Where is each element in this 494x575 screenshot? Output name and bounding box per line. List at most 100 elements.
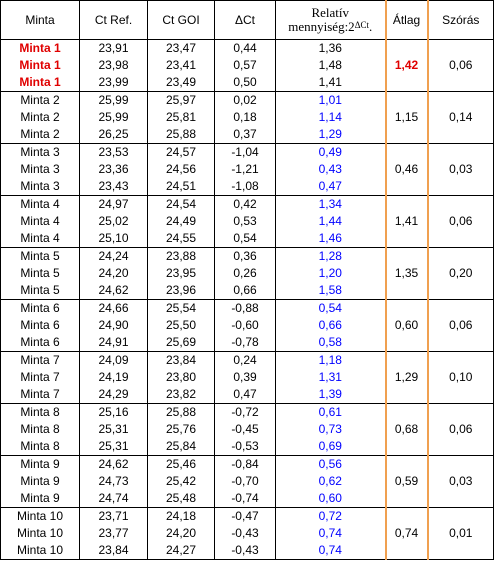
table-row: Minta 4 25,02 24,49 0,53 1,44 xyxy=(0,213,494,230)
header-relativ-dot: . xyxy=(368,19,373,34)
cell-ct-ref: 24,62 xyxy=(79,455,148,473)
cell-ct-goi: 24,49 xyxy=(147,213,215,230)
table-row: Minta 1 23,99 23,49 0,50 1,41 xyxy=(0,74,494,92)
cell-ct-ref: 23,43 xyxy=(79,178,148,196)
cell-ct-goi: 23,96 xyxy=(147,282,215,300)
cell-relative: 0,47 xyxy=(275,178,386,196)
cell-relative: 1,48 xyxy=(275,57,386,74)
cell-delta-ct: -0,47 xyxy=(214,507,276,525)
cell-ct-goi: 24,55 xyxy=(147,230,215,248)
header-row: Minta Ct Ref. Ct GOI ΔCt Relatív mennyis… xyxy=(0,0,494,40)
cell-ct-goi: 24,56 xyxy=(147,161,215,178)
cell-minta: Minta 2 xyxy=(0,109,80,126)
cell-ct-ref: 25,99 xyxy=(79,109,148,126)
cell-ct-goi: 24,54 xyxy=(147,195,215,213)
cell-minta: Minta 7 xyxy=(0,351,80,369)
cell-ct-ref: 25,16 xyxy=(79,403,148,421)
cell-delta-ct: 0,39 xyxy=(214,369,276,386)
cell-relative: 0,66 xyxy=(275,317,386,334)
cell-ct-goi: 23,88 xyxy=(147,247,215,265)
cell-relative: 0,74 xyxy=(275,542,386,560)
cell-ct-ref: 25,99 xyxy=(79,91,148,109)
table-row: Minta 3 23,43 24,51 -1,08 0,47 xyxy=(0,178,494,196)
cell-relative: 0,73 xyxy=(275,421,386,438)
cell-minta: Minta 10 xyxy=(0,542,80,560)
cell-delta-ct: -0,60 xyxy=(214,317,276,334)
cell-relative: 1,34 xyxy=(275,195,386,213)
table-row: Minta 9 24,74 25,48 -0,74 0,60 xyxy=(0,490,494,508)
cell-relative: 0,62 xyxy=(275,473,386,490)
table-row: Minta 10 23,84 24,27 -0,43 0,74 xyxy=(0,542,494,560)
cell-ct-ref: 25,31 xyxy=(79,438,148,456)
cell-ct-goi: 25,97 xyxy=(147,91,215,109)
cell-ct-ref: 23,53 xyxy=(79,143,148,161)
cell-atlag: 1,29 xyxy=(384,351,429,404)
cell-szoras: 0,06 xyxy=(427,403,494,456)
cell-delta-ct: -0,74 xyxy=(214,490,276,508)
cell-ct-ref: 23,36 xyxy=(79,161,148,178)
cell-ct-ref: 24,24 xyxy=(79,247,148,265)
cell-ct-goi: 25,50 xyxy=(147,317,215,334)
table-body: Minta 1 23,91 23,47 0,44 1,36 1,42 0,06 Minta 1… xyxy=(0,39,494,560)
cell-delta-ct: 0,02 xyxy=(214,91,276,109)
cell-ct-ref: 24,91 xyxy=(79,334,148,352)
cell-atlag: 0,60 xyxy=(384,299,429,352)
table-row: Minta 2 25,99 25,97 0,02 1,01 1,15 0,14 xyxy=(0,91,494,144)
cell-delta-ct: 0,26 xyxy=(214,265,276,282)
cell-atlag: 0,68 xyxy=(384,403,429,456)
cell-szoras: 0,03 xyxy=(427,455,494,508)
cell-minta: Minta 6 xyxy=(0,317,80,334)
cell-delta-ct: -0,43 xyxy=(214,542,276,560)
table-row: Minta 10 23,77 24,20 -0,43 0,74 xyxy=(0,525,494,542)
cell-ct-ref: 24,20 xyxy=(79,265,148,282)
cell-relative: 0,49 xyxy=(275,143,386,161)
table-row: Minta 4 25,10 24,55 0,54 1,46 xyxy=(0,230,494,248)
cell-delta-ct: 0,57 xyxy=(214,57,276,74)
cell-atlag: 1,41 xyxy=(384,195,429,248)
cell-minta: Minta 8 xyxy=(0,403,80,421)
cell-ct-ref: 24,09 xyxy=(79,351,148,369)
cell-atlag: 1,42 xyxy=(384,39,429,92)
cell-ct-ref: 24,90 xyxy=(79,317,148,334)
cell-ct-goi: 23,82 xyxy=(147,386,215,404)
cell-delta-ct: -0,43 xyxy=(214,525,276,542)
cell-ct-goi: 24,51 xyxy=(147,178,215,196)
cell-ct-ref: 25,02 xyxy=(79,213,148,230)
cell-atlag: 1,15 xyxy=(384,91,429,144)
table-row: Minta 7 24,29 23,82 0,47 1,39 xyxy=(0,386,494,404)
header-atlag: Átlag xyxy=(384,0,429,40)
cell-szoras: 0,06 xyxy=(427,299,494,352)
cell-minta: Minta 10 xyxy=(0,507,80,525)
cell-minta: Minta 9 xyxy=(0,490,80,508)
cell-szoras: 0,06 xyxy=(427,39,494,92)
table-row: Minta 10 23,71 24,18 -0,47 0,72 0,74 0,01 xyxy=(0,507,494,560)
results-table: Minta Ct Ref. Ct GOI ΔCt Relatív mennyis… xyxy=(0,0,494,560)
cell-relative: 0,56 xyxy=(275,455,386,473)
cell-minta: Minta 3 xyxy=(0,143,80,161)
cell-relative: 1,44 xyxy=(275,213,386,230)
table-row: Minta 2 26,25 25,88 0,37 1,29 xyxy=(0,126,494,144)
cell-delta-ct: 0,47 xyxy=(214,386,276,404)
cell-delta-ct: -1,08 xyxy=(214,178,276,196)
table-row: Minta 6 24,91 25,69 -0,78 0,58 xyxy=(0,334,494,352)
cell-ct-ref: 24,19 xyxy=(79,369,148,386)
cell-delta-ct: -0,72 xyxy=(214,403,276,421)
table-row: Minta 5 24,62 23,96 0,66 1,58 xyxy=(0,282,494,300)
cell-minta: Minta 4 xyxy=(0,195,80,213)
header-minta: Minta xyxy=(0,0,80,40)
cell-ct-ref: 24,62 xyxy=(79,282,148,300)
cell-relative: 1,18 xyxy=(275,351,386,369)
cell-minta: Minta 5 xyxy=(0,265,80,282)
table-row: Minta 2 25,99 25,81 0,18 1,14 xyxy=(0,109,494,126)
cell-minta: Minta 7 xyxy=(0,369,80,386)
cell-minta: Minta 1 xyxy=(0,74,80,92)
cell-minta: Minta 6 xyxy=(0,299,80,317)
cell-relative: 0,69 xyxy=(275,438,386,456)
cell-ct-ref: 24,66 xyxy=(79,299,148,317)
cell-ct-ref: 23,99 xyxy=(79,74,148,92)
table-row: Minta 3 23,53 24,57 -1,04 0,49 0,46 0,03 xyxy=(0,143,494,196)
header-relativ-line2: mennyiség:2 xyxy=(288,19,355,34)
cell-relative: 0,43 xyxy=(275,161,386,178)
cell-relative: 1,28 xyxy=(275,247,386,265)
